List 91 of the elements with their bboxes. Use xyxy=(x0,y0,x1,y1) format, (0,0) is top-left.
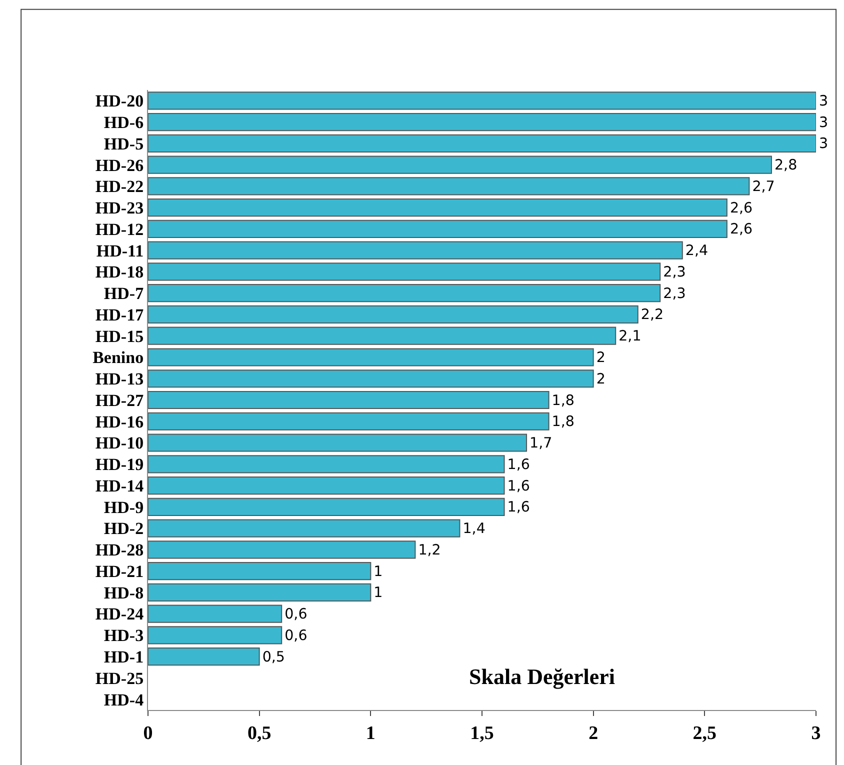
y-tick-label: HD-27 xyxy=(95,390,144,410)
bar xyxy=(148,370,594,388)
bar xyxy=(148,604,282,623)
y-tick-label: HD-22 xyxy=(95,177,144,196)
data-label: 2,3 xyxy=(663,286,686,302)
bar xyxy=(148,156,772,174)
data-label: 2,7 xyxy=(752,178,775,195)
data-label: 2 xyxy=(596,371,606,388)
bar xyxy=(148,198,728,217)
bar xyxy=(148,390,550,410)
y-tick-label: HD-24 xyxy=(95,604,144,624)
y-tick-label: HD-4 xyxy=(104,690,144,710)
y-tick-label: HD-1 xyxy=(104,648,144,666)
bar xyxy=(148,498,505,516)
bar xyxy=(148,305,638,324)
data-label: 0,5 xyxy=(262,649,285,666)
data-label: 2,6 xyxy=(730,222,753,238)
bar xyxy=(148,134,816,152)
y-tick-label: HD-2 xyxy=(104,519,144,538)
y-tick-label: HD-10 xyxy=(95,434,144,453)
data-label: 1,6 xyxy=(507,456,530,473)
y-tick-label: HD-26 xyxy=(95,156,144,175)
data-label: 2,1 xyxy=(618,328,642,345)
data-label: 3 xyxy=(818,114,828,131)
data-label: 1,6 xyxy=(507,500,530,516)
y-tick-label: HD-6 xyxy=(104,113,144,132)
bar xyxy=(148,326,616,345)
data-label: 0,6 xyxy=(284,628,308,644)
y-tick-label: HD-21 xyxy=(95,562,144,581)
bar xyxy=(148,284,661,302)
bar xyxy=(148,455,505,474)
x-tick-label: 2 xyxy=(588,722,598,744)
y-tick-label: HD-18 xyxy=(95,262,144,282)
y-tick-label: HD-8 xyxy=(104,583,144,602)
x-tick-label: 1 xyxy=(366,722,376,744)
data-label: 1,8 xyxy=(552,414,574,430)
data-label: 1,2 xyxy=(418,542,441,558)
x-tick-label: 3 xyxy=(811,722,821,744)
bar xyxy=(148,476,505,495)
bar xyxy=(148,519,460,538)
data-label: 2,8 xyxy=(774,158,798,174)
bar xyxy=(148,241,683,260)
y-tick-label: HD-12 xyxy=(95,220,144,239)
y-tick-label: HD-25 xyxy=(95,668,144,688)
data-label: 1,4 xyxy=(462,521,486,538)
y-tick-label: HD-15 xyxy=(95,326,144,346)
bar xyxy=(148,626,282,644)
data-label: 0,6 xyxy=(284,606,308,623)
bar xyxy=(148,583,372,602)
bar xyxy=(148,92,816,110)
bar xyxy=(148,113,816,132)
bar xyxy=(148,648,260,666)
data-label: 1 xyxy=(374,564,383,580)
data-label: 1,7 xyxy=(530,436,552,452)
y-tick-label: HD-17 xyxy=(95,305,144,324)
data-label: 1,6 xyxy=(507,478,530,494)
x-tick-label: 0 xyxy=(143,722,153,744)
y-tick-label: HD-11 xyxy=(96,241,144,260)
y-tick-label: HD-7 xyxy=(104,284,144,304)
x-tick-label: 1,5 xyxy=(470,722,494,744)
data-label: 2,3 xyxy=(663,264,686,280)
y-tick-label: HD-9 xyxy=(104,498,144,517)
bar xyxy=(148,540,416,559)
data-label: 2,4 xyxy=(685,243,708,260)
bar xyxy=(148,262,661,281)
y-tick-label: HD-13 xyxy=(95,370,144,389)
text: Skala Değerleri xyxy=(469,664,616,689)
data-label: 3 xyxy=(818,93,828,110)
y-tick-label: HD-19 xyxy=(95,455,144,474)
bar xyxy=(148,220,728,238)
y-tick-label: HD-3 xyxy=(104,626,144,646)
data-label: 2,6 xyxy=(730,200,753,216)
x-tick-label: 2,5 xyxy=(692,722,717,744)
y-tick-label: HD-20 xyxy=(95,92,144,111)
y-tick-label: HD-14 xyxy=(95,476,144,496)
data-label: 1,8 xyxy=(552,392,574,409)
y-tick-label: HD-16 xyxy=(95,412,144,432)
x-tick-label: 0,5 xyxy=(247,722,272,744)
bar xyxy=(148,434,528,452)
data-label: 2,2 xyxy=(640,307,664,324)
bar xyxy=(148,562,372,580)
data-label: 2 xyxy=(596,350,606,366)
bar xyxy=(148,177,750,196)
bar xyxy=(148,348,594,366)
bar xyxy=(148,412,550,430)
y-tick-label: HD-5 xyxy=(104,134,144,154)
y-tick-label: HD-23 xyxy=(95,198,144,218)
data-label: 1 xyxy=(374,585,383,602)
data-label: 3 xyxy=(818,136,828,152)
y-tick-label: Benino xyxy=(92,348,144,368)
y-tick-label: HD-28 xyxy=(95,540,144,560)
